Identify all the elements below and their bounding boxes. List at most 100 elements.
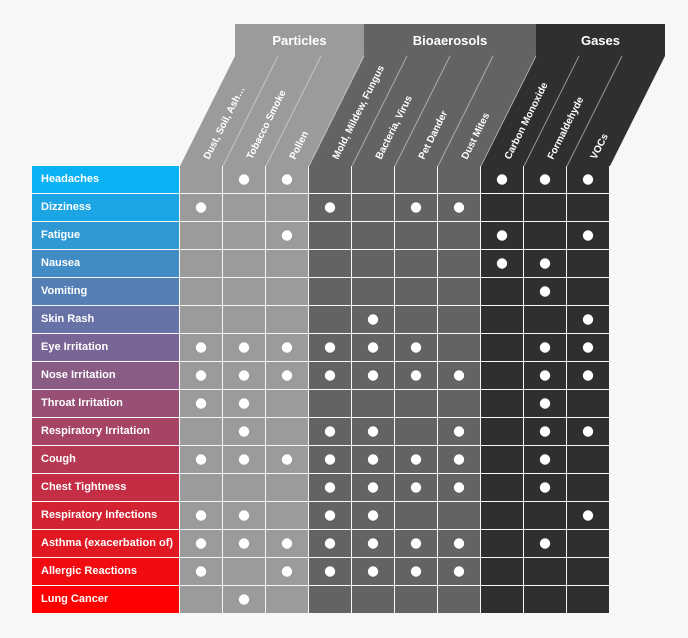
grid-cell [266, 250, 308, 277]
grid-cell [567, 558, 609, 585]
row-label: Fatigue [32, 222, 179, 249]
symptom-dot [195, 202, 207, 213]
grid-cell [438, 166, 480, 193]
symptom-dot [195, 510, 207, 521]
symptom-dot [539, 258, 551, 269]
symptom-dot [367, 510, 379, 521]
column-header-divider [308, 55, 365, 167]
grid-cell [481, 586, 523, 613]
symptom-dot [539, 286, 551, 297]
grid-cell [223, 278, 265, 305]
grid-cell [395, 166, 437, 193]
column-header-divider [566, 55, 623, 167]
grid-cell [438, 502, 480, 529]
grid-cell [481, 474, 523, 501]
symptom-dot [582, 174, 594, 185]
grid-cell [266, 586, 308, 613]
symptom-dot [453, 426, 465, 437]
grid-cell [180, 250, 222, 277]
grid-cell [266, 278, 308, 305]
grid-cell [524, 222, 566, 249]
grid-cell [180, 586, 222, 613]
symptom-dot [281, 454, 293, 465]
grid-cell [524, 306, 566, 333]
grid-cell [395, 390, 437, 417]
symptom-dot [324, 454, 336, 465]
symptom-dot [281, 370, 293, 381]
symptom-dot [281, 174, 293, 185]
symptom-dot [238, 398, 250, 409]
grid-cell [567, 586, 609, 613]
grid-cell [266, 390, 308, 417]
group-band-1 [309, 24, 536, 166]
symptom-dot [281, 538, 293, 549]
grid-cell [567, 390, 609, 417]
grid-cell [352, 166, 394, 193]
grid-cell [352, 194, 394, 221]
grid-cell [395, 278, 437, 305]
grid-cell [266, 418, 308, 445]
grid-cell [266, 306, 308, 333]
group-label: Bioaerosols [413, 33, 487, 48]
grid-cell [567, 446, 609, 473]
symptom-dot [367, 538, 379, 549]
symptom-dot [367, 482, 379, 493]
symptom-dot [238, 370, 250, 381]
grid-cell [309, 586, 351, 613]
row-label: Throat Irritation [32, 390, 179, 417]
grid-cell [481, 306, 523, 333]
grid-cell [438, 586, 480, 613]
symptom-dot [324, 370, 336, 381]
grid-cell [524, 586, 566, 613]
row-label: Headaches [32, 166, 179, 193]
symptom-dot [195, 454, 207, 465]
grid-cell [567, 530, 609, 557]
column-header-divider [437, 55, 494, 167]
symptom-dot [410, 370, 422, 381]
symptom-dot [367, 566, 379, 577]
grid-cell [481, 390, 523, 417]
symptom-dot [582, 370, 594, 381]
symptom-dot [453, 538, 465, 549]
grid-cell [180, 306, 222, 333]
symptom-dot [496, 258, 508, 269]
group-band-2 [481, 24, 665, 166]
grid-cell [309, 166, 351, 193]
row-label: Asthma (exacerbation of) [32, 530, 179, 557]
symptom-dot [410, 342, 422, 353]
symptom-dot [453, 370, 465, 381]
group-band-0 [180, 24, 364, 166]
symptom-dot [324, 482, 336, 493]
symptom-dot [324, 538, 336, 549]
symptom-dot [582, 510, 594, 521]
grid-cell [223, 250, 265, 277]
grid-cell [481, 418, 523, 445]
grid-cell [438, 390, 480, 417]
symptom-dot [195, 398, 207, 409]
column-header-divider [265, 55, 322, 167]
symptom-dot [281, 230, 293, 241]
column-header-divider [523, 55, 580, 167]
symptom-dot [539, 370, 551, 381]
grid-cell [266, 502, 308, 529]
grid-cell [180, 418, 222, 445]
grid-cell [481, 530, 523, 557]
symptom-dot [539, 482, 551, 493]
symptom-dot [367, 370, 379, 381]
grid-cell [223, 306, 265, 333]
column-header-divider [351, 55, 408, 167]
row-label: Allergic Reactions [32, 558, 179, 585]
grid-cell [438, 250, 480, 277]
row-label: Respiratory Irritation [32, 418, 179, 445]
row-label: Chest Tightness [32, 474, 179, 501]
symptom-dot [195, 342, 207, 353]
row-label: Lung Cancer [32, 586, 179, 613]
symptom-dot [453, 202, 465, 213]
grid-cell [567, 194, 609, 221]
symptom-dot [238, 454, 250, 465]
symptom-dot [539, 398, 551, 409]
grid-cell [481, 278, 523, 305]
symptom-dot [238, 594, 250, 605]
symptom-dot [238, 342, 250, 353]
